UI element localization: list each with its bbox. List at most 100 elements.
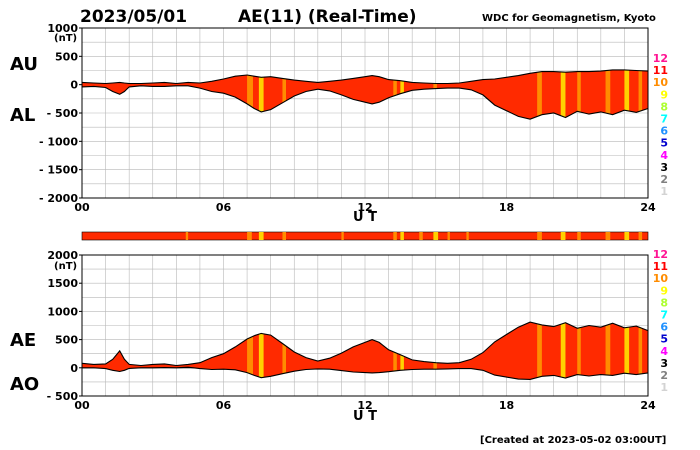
strip-segment	[419, 232, 423, 240]
activity-band	[560, 69, 566, 120]
y-tick-label: 500	[55, 50, 78, 63]
strip-segment	[605, 232, 611, 240]
activity-band	[638, 69, 643, 120]
x-tick-label: 06	[216, 201, 232, 214]
legend-level-4: 4	[660, 345, 668, 358]
legend-level-11: 11	[653, 64, 668, 77]
x-tick-label: 24	[640, 201, 656, 214]
series-line-al	[81, 85, 649, 120]
chart-title: AE(11) (Real-Time)	[238, 7, 417, 27]
strip-segment	[282, 232, 286, 240]
ae-ao-x-ticks: 00 06 12 18 24	[74, 399, 656, 412]
x-tick-label: 00	[74, 399, 90, 412]
y-tick-label: - 1500	[39, 164, 78, 177]
activity-band	[247, 69, 253, 120]
ae-ao-x-axis-label: U T	[353, 409, 377, 424]
activity-band	[577, 69, 581, 120]
strip-base	[81, 231, 649, 241]
au-al-area	[82, 69, 648, 120]
legend-level-8: 8	[660, 296, 668, 309]
x-tick-label: 24	[640, 399, 656, 412]
y-tick-label: 0	[70, 79, 78, 92]
y-tick-label: 0	[70, 362, 78, 375]
y-tick-label: 1500	[47, 277, 78, 290]
activity-band	[537, 69, 542, 120]
strip-segment	[393, 232, 397, 240]
y-tick-label: 2000	[47, 249, 78, 262]
au-al-x-axis-label: U T	[353, 210, 377, 225]
au-al-unit-label: (nT)	[54, 33, 77, 44]
activity-band	[624, 322, 630, 380]
activity-band	[577, 322, 581, 380]
ae-ao-fill	[82, 322, 648, 380]
ao-series-label: AO	[10, 374, 39, 395]
activity-band	[258, 322, 264, 380]
x-tick-label: 06	[216, 399, 232, 412]
au-al-fill	[82, 69, 648, 120]
legend-level-9: 9	[660, 88, 668, 101]
ae-ao-y-ticks: 2000 1500 1000 500 0 - 500	[47, 249, 82, 403]
legend-level-3: 3	[660, 161, 668, 174]
series-line-au	[81, 69, 649, 85]
x-tick-label: 12	[357, 201, 372, 214]
activity-band	[560, 322, 566, 380]
chart-date: 2023/05/01	[80, 7, 187, 27]
legend-level-1: 1	[660, 185, 668, 198]
strip-segment	[560, 232, 566, 240]
legend-level-5: 5	[660, 137, 668, 150]
activity-band	[537, 322, 542, 380]
activity-band	[638, 322, 643, 380]
x-tick-label: 12	[357, 399, 372, 412]
legend-level-12: 12	[653, 52, 668, 65]
legend-level-12: 12	[653, 248, 668, 261]
legend-level-7: 7	[660, 309, 668, 322]
activity-band	[605, 69, 611, 120]
activity-band	[282, 322, 286, 380]
x-tick-label: 18	[499, 201, 514, 214]
ae-ao-lines	[81, 321, 649, 380]
series-line-ae	[81, 321, 649, 367]
created-timestamp: [Created at 2023-05-02 03:00UT]	[480, 435, 666, 446]
legend-level-6: 6	[660, 321, 668, 334]
legend-level-11: 11	[653, 260, 668, 273]
activity-band	[605, 322, 611, 380]
strip-segment	[258, 232, 264, 240]
activity-band	[624, 69, 630, 120]
strip-segment	[447, 232, 450, 240]
legend-level-2: 2	[660, 173, 668, 186]
au-al-y-ticks: 1000 500 0 - 500 - 1000 - 1500 - 2000	[39, 22, 82, 205]
al-series-label: AL	[10, 105, 35, 126]
activity-band	[247, 322, 253, 380]
y-tick-label: - 1000	[39, 135, 78, 148]
legend-level-2: 2	[660, 369, 668, 382]
ae-series-label: AE	[10, 330, 36, 351]
strip-segment	[400, 232, 404, 240]
au-series-label: AU	[10, 54, 38, 75]
legend-level-10: 10	[653, 272, 669, 285]
strip-segment	[466, 232, 469, 240]
legend-level-10: 10	[653, 76, 669, 89]
y-tick-label: - 500	[47, 390, 79, 403]
strip-segment	[185, 232, 189, 240]
activity-band	[258, 69, 264, 120]
strip-segment	[537, 232, 542, 240]
ae-ao-unit-label: (nT)	[54, 261, 77, 272]
activity-band	[393, 69, 397, 120]
strip-segment	[433, 232, 439, 240]
legend-level-4: 4	[660, 149, 668, 162]
y-tick-label: - 2000	[39, 192, 78, 205]
strip-segment	[341, 232, 344, 240]
y-tick-label: - 500	[47, 107, 79, 120]
series-line-ao	[82, 366, 649, 380]
au-al-x-ticks: 00 06 12 18 24	[74, 201, 656, 214]
legend-level-9: 9	[660, 284, 668, 297]
legend-level-3: 3	[660, 357, 668, 370]
ae-ao-plot-frame	[81, 254, 649, 397]
legend-level-8: 8	[660, 100, 668, 113]
y-tick-label: 1000	[47, 305, 78, 318]
